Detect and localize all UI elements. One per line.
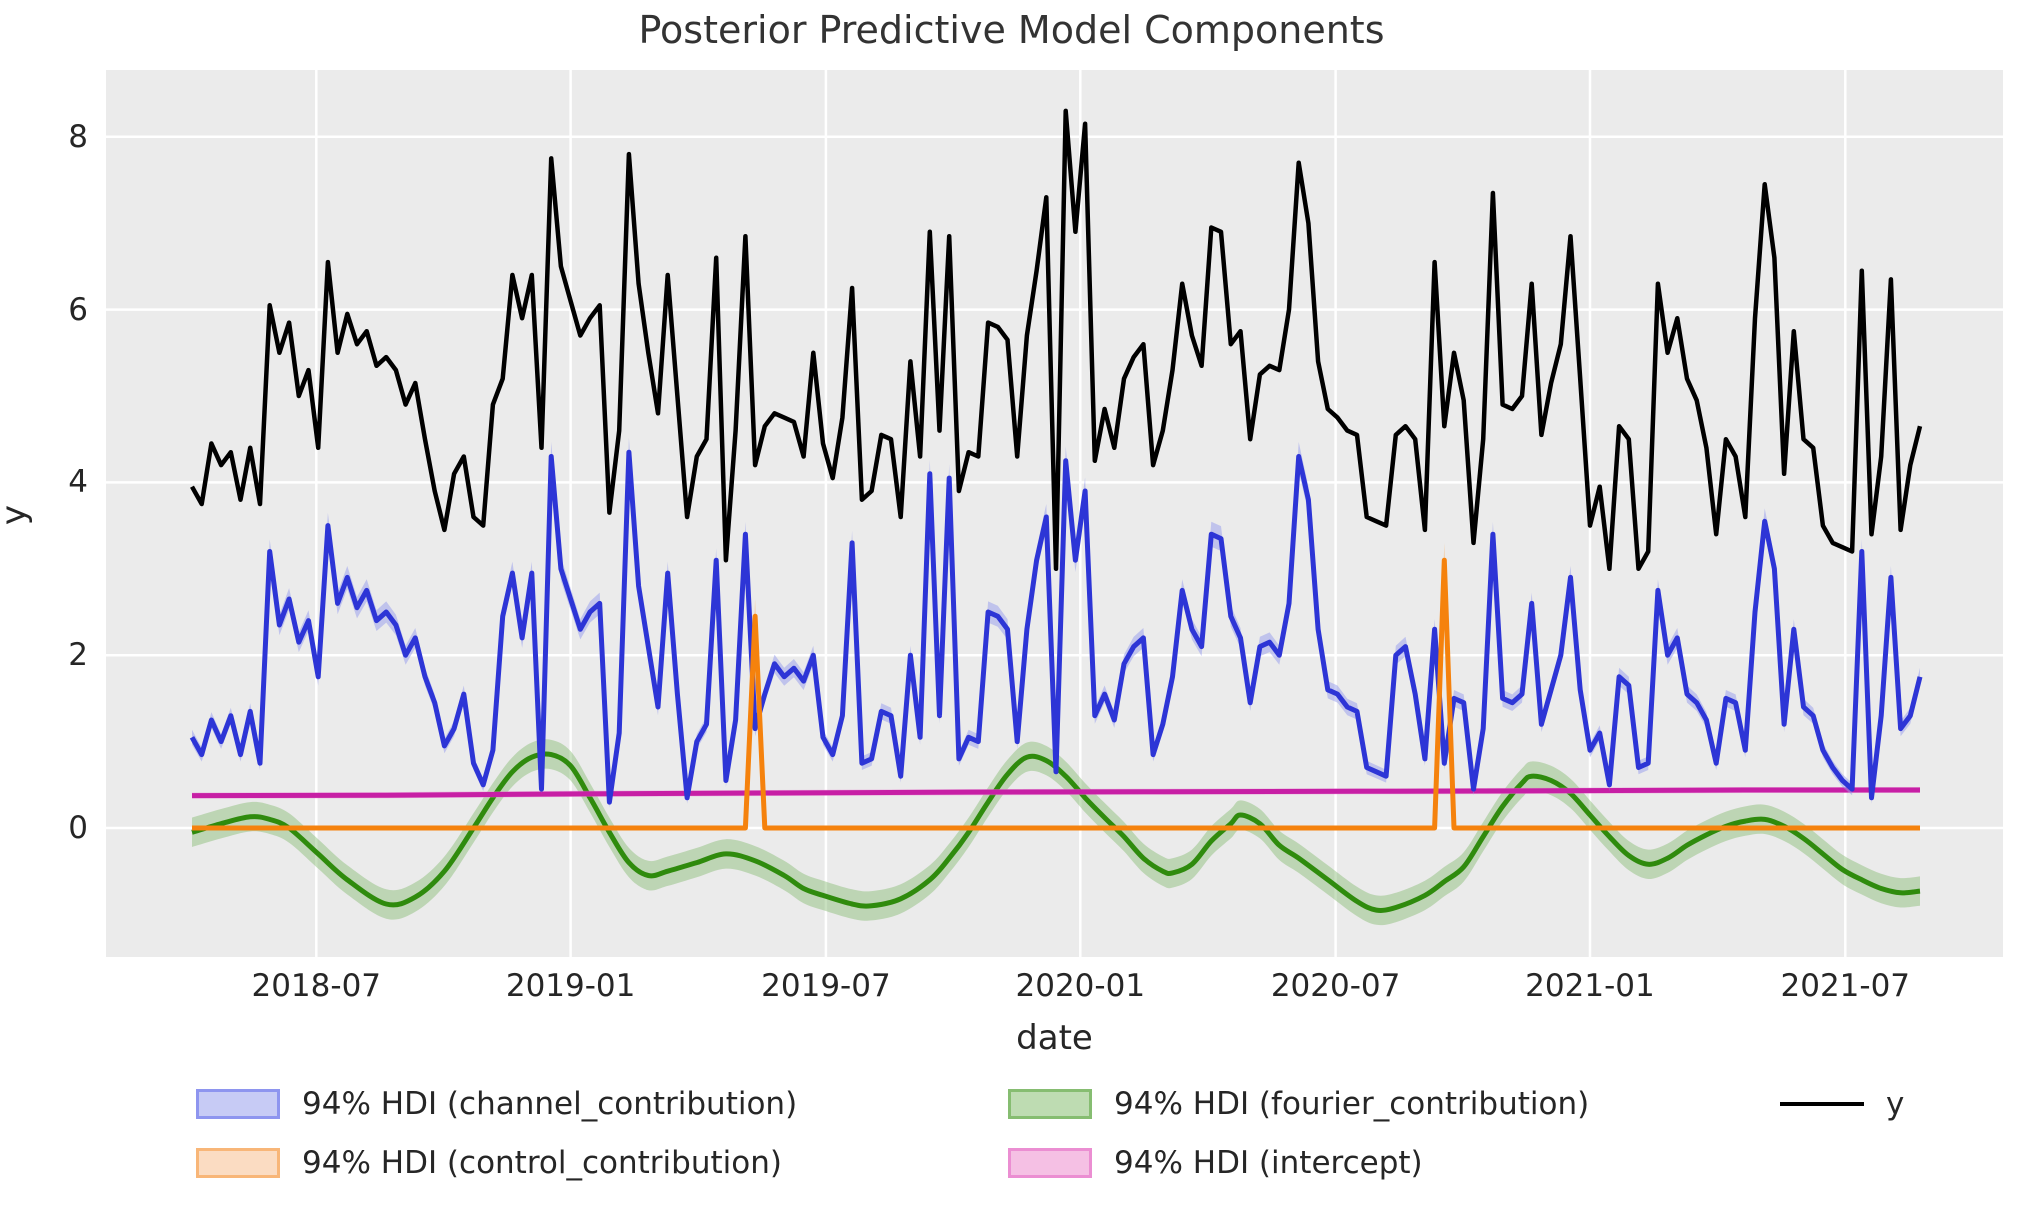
x-tick-label: 2020-01 [1015, 968, 1146, 1004]
legend-swatch-icon [1008, 1089, 1092, 1119]
series-intercept-line [191, 787, 1920, 799]
x-tick-label: 2021-01 [1525, 968, 1655, 1004]
series-control-line [192, 557, 1920, 831]
y-tick-label: 0 [68, 810, 88, 846]
legend-item-y: y [1780, 1086, 1904, 1122]
legend-swatch-icon [1008, 1148, 1092, 1178]
x-tick-label: 2019-01 [505, 968, 636, 1004]
legend-item-channel_contribution: 94% HDI (channel_contribution) [196, 1086, 797, 1122]
legend-label: y [1886, 1086, 1905, 1122]
series-y-line [190, 108, 1923, 572]
legend-item-control_contribution: 94% HDI (control_contribution) [196, 1145, 782, 1181]
x-axis-label: date [1016, 1018, 1093, 1058]
legend-item-fourier_contribution: 94% HDI (fourier_contribution) [1008, 1086, 1589, 1122]
y-tick-label: 8 [68, 118, 88, 155]
y-tick-label: 6 [68, 291, 88, 328]
x-tick-label: 2021-07 [1780, 968, 1911, 1004]
legend-item-intercept: 94% HDI (intercept) [1008, 1145, 1423, 1181]
legend-label: 94% HDI (control_contribution) [302, 1145, 782, 1181]
y-tick-label: 2 [68, 637, 88, 674]
x-tick-label: 2020-07 [1270, 968, 1401, 1004]
legend-line-icon [1780, 1102, 1864, 1106]
legend-swatch-icon [196, 1148, 280, 1178]
x-tick-label: 2019-07 [761, 968, 891, 1004]
x-tick-label: 2018-07 [251, 968, 382, 1004]
legend-label: 94% HDI (intercept) [1114, 1145, 1423, 1181]
legend-label: 94% HDI (fourier_contribution) [1114, 1086, 1590, 1122]
y-axis-label: y [0, 505, 34, 525]
series-channel-line [189, 449, 1923, 805]
legend-swatch-icon [196, 1089, 280, 1119]
y-tick-label: 4 [68, 464, 88, 501]
chart-title: Posterior Predictive Model Components [638, 8, 1385, 52]
legend-label: 94% HDI (channel_contribution) [302, 1086, 798, 1122]
